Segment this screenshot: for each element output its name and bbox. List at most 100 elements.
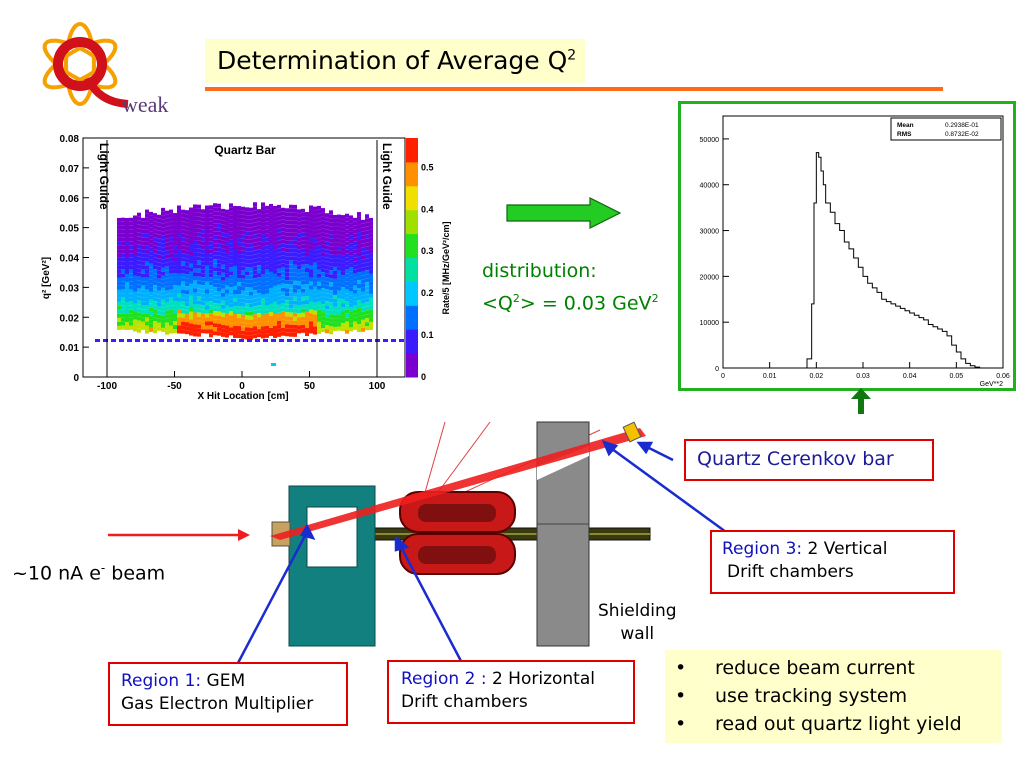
heat-cell (201, 257, 205, 262)
heat-cell (365, 234, 369, 239)
heat-cell (237, 318, 241, 323)
heat-cell (201, 261, 205, 266)
heat-cell (229, 243, 233, 248)
heat-cell (297, 329, 301, 334)
heat-cell (225, 297, 229, 302)
heat-cell (167, 339, 172, 342)
heat-cell (181, 265, 185, 270)
heat-cell (257, 317, 261, 322)
heat-cell (345, 281, 349, 286)
heat-cell (341, 267, 345, 272)
heat-cell (121, 245, 125, 250)
heat-cell (325, 249, 329, 254)
heat-cell (145, 249, 149, 254)
heat-cell (221, 324, 225, 329)
heat-cell (169, 297, 173, 302)
heat-cell (165, 278, 169, 283)
heat-cell (253, 286, 257, 291)
heat-cell (233, 265, 237, 270)
title-main: Determination of Average Q (217, 46, 568, 75)
heat-cell (137, 256, 141, 261)
heat-cell (137, 300, 141, 305)
heat-cell (289, 296, 293, 301)
heat-cell (341, 255, 345, 260)
heat-cell (201, 253, 205, 258)
heat-cell (293, 300, 297, 305)
heat-cell (197, 244, 201, 249)
heat-cell (133, 291, 137, 296)
heat-cell (279, 339, 284, 342)
heat-cell (121, 233, 125, 238)
heat-cell (201, 241, 205, 246)
heat-cell (145, 213, 149, 218)
heat-cell (129, 289, 133, 294)
quartz-bar-plot-svg: Quartz Bar Light Guide Light Guide q² [G… (41, 134, 451, 402)
heat-cell (185, 226, 189, 231)
heat-cell (153, 217, 157, 222)
heat-cell (169, 301, 173, 306)
heat-cell (353, 277, 357, 282)
heat-cell (137, 276, 141, 281)
heat-cell (345, 225, 349, 230)
heat-cell (193, 224, 197, 229)
heat-cell (157, 302, 161, 307)
heat-cell (269, 303, 273, 308)
heat-cell (177, 261, 181, 266)
heat-cell (361, 299, 365, 304)
heat-cell (181, 273, 185, 278)
heat-cell (217, 267, 221, 272)
colorbar-cell (406, 287, 418, 294)
heat-cell (297, 237, 301, 242)
heat-cell (229, 323, 233, 328)
heat-cell (129, 221, 133, 226)
heat-cell (345, 329, 349, 334)
heat-cell (245, 267, 249, 272)
heat-cell (129, 229, 133, 234)
heat-cell (217, 291, 221, 296)
heat-cell (257, 257, 261, 262)
heat-cell (217, 283, 221, 288)
heat-cell (153, 233, 157, 238)
heat-cell (329, 294, 333, 299)
heat-cell (305, 292, 309, 297)
heat-cell (209, 313, 213, 318)
heat-cell (201, 293, 205, 298)
heat-cell (205, 285, 209, 290)
heat-cell (301, 316, 305, 321)
heat-cell (233, 229, 237, 234)
heat-cell (245, 319, 249, 324)
heat-cell (297, 325, 301, 330)
heat-cell (169, 257, 173, 262)
heat-cell (257, 289, 261, 294)
x-tick-label: 0.04 (903, 373, 917, 380)
heat-cell (357, 228, 361, 233)
heat-cell (229, 215, 233, 220)
heat-cell (153, 269, 157, 274)
heat-cell (305, 300, 309, 305)
y-tick-label: 20000 (700, 274, 720, 281)
heat-cell (145, 317, 149, 322)
heat-cell (145, 217, 149, 222)
heat-cell (225, 221, 229, 226)
heat-cell (153, 261, 157, 266)
heat-cell (317, 225, 321, 230)
heat-cell (213, 327, 217, 332)
heat-cell (309, 285, 313, 290)
heat-cell (173, 213, 177, 218)
heat-cell (345, 221, 349, 226)
heat-cell (133, 243, 137, 248)
heat-cell (273, 281, 277, 286)
heat-cell (197, 268, 201, 273)
heat-cell (329, 242, 333, 247)
heat-cell (345, 289, 349, 294)
heat-cell (249, 227, 253, 232)
heat-cell (149, 263, 153, 268)
heat-cell (221, 320, 225, 325)
heat-cell (125, 285, 129, 290)
colorbar-cell (406, 185, 418, 193)
heat-cell (197, 236, 201, 241)
heat-cell (165, 222, 169, 227)
heat-cell (205, 289, 209, 294)
heat-cell (161, 323, 165, 328)
heat-cell (209, 229, 213, 234)
